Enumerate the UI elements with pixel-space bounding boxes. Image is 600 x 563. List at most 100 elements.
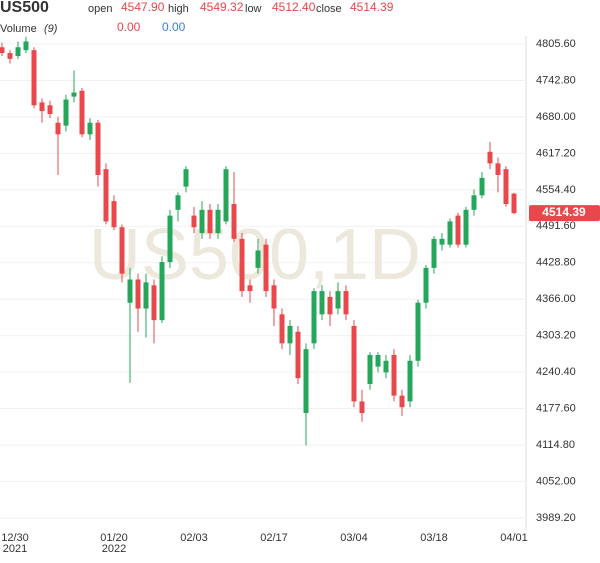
y-tick-label: 4303.20 <box>536 330 576 342</box>
y-tick-label: 4177.60 <box>536 403 576 415</box>
price-tag-label: 4514.39 <box>542 205 586 219</box>
x-tick-year: 2022 <box>102 543 126 555</box>
y-tick-label: 4428.80 <box>536 257 576 269</box>
candle-body <box>295 331 301 379</box>
candle-body <box>487 151 493 164</box>
candle-body <box>175 195 181 210</box>
candle-body <box>359 401 365 414</box>
x-tick-label: 12/30 <box>1 532 29 544</box>
y-tick-label: 4554.40 <box>536 184 576 196</box>
x-tick-label: 01/20 <box>100 532 128 544</box>
candle-body <box>367 354 373 384</box>
candle-body <box>87 122 93 135</box>
x-tick-label: 02/17 <box>260 532 288 544</box>
candle-body <box>479 177 485 196</box>
candle-body <box>199 209 205 234</box>
open-label: open <box>88 3 112 15</box>
candle-body <box>23 41 29 51</box>
x-tick-label: 04/01 <box>500 532 528 544</box>
price-tag <box>529 205 600 222</box>
watermark: US500,1D <box>89 215 421 295</box>
candle-body <box>223 169 229 222</box>
candle-body <box>231 204 237 239</box>
candle-body <box>143 282 149 309</box>
candle-body <box>159 262 165 321</box>
candle-body <box>135 279 141 309</box>
candle-body <box>239 238 245 292</box>
candle-body <box>463 209 469 245</box>
candle-body <box>351 325 357 402</box>
candle-body <box>167 215 173 263</box>
candle-body <box>255 250 261 268</box>
candle-body <box>31 50 37 106</box>
candle-body <box>207 209 213 234</box>
y-tick-label: 3989.20 <box>536 512 576 524</box>
candle-body <box>383 360 389 373</box>
candle-body <box>319 291 325 315</box>
candle-body <box>0 47 5 54</box>
candle-body <box>407 360 413 402</box>
candle-body <box>7 53 13 59</box>
y-tick-label: 4742.80 <box>536 74 576 86</box>
low-label: low <box>245 3 262 15</box>
volume-label: Volume <box>0 23 37 35</box>
volume-period: (9) <box>44 23 58 35</box>
low-value: 4512.40 <box>272 0 316 14</box>
candle-body <box>39 102 45 112</box>
candle-body <box>303 349 309 414</box>
candle-body <box>279 314 285 344</box>
volume-value: 0.00 <box>162 20 186 34</box>
x-tick-label: 03/04 <box>340 532 368 544</box>
candle-body <box>439 238 445 245</box>
x-tick-year: 2021 <box>3 543 27 555</box>
y-tick-label: 4052.00 <box>536 475 576 487</box>
candle-body <box>311 291 317 344</box>
close-value: 4514.39 <box>350 0 394 14</box>
y-tick-label: 4680.00 <box>536 111 576 123</box>
candle-body <box>215 209 221 234</box>
candle-body <box>447 221 453 245</box>
y-tick-label: 4805.60 <box>536 38 576 50</box>
candle-body <box>191 215 197 228</box>
candle-body <box>47 105 53 115</box>
open-value: 4547.90 <box>121 0 165 14</box>
candle-body <box>399 395 405 408</box>
candle-body <box>511 193 517 214</box>
candle-body <box>415 302 421 361</box>
high-label: high <box>168 3 189 15</box>
candle-body <box>79 90 85 135</box>
candle-body <box>287 325 293 344</box>
candle-body <box>431 238 437 268</box>
candle-body <box>71 92 77 97</box>
symbol: US500 <box>0 0 49 16</box>
candle-body <box>111 201 117 228</box>
candle-body <box>119 227 125 274</box>
close-label: close <box>316 3 342 15</box>
candle-body <box>95 122 101 175</box>
candle-body <box>343 291 349 315</box>
candle-body <box>471 195 477 210</box>
y-tick-label: 4240.40 <box>536 366 576 378</box>
candle-body <box>423 267 429 303</box>
candle-body <box>247 285 253 292</box>
candle-body <box>103 169 109 222</box>
y-tick-label: 4491.60 <box>536 220 576 232</box>
candle-body <box>327 296 333 315</box>
candle-body <box>335 291 341 309</box>
candle-body <box>15 47 21 56</box>
x-tick-label: 02/03 <box>180 532 208 544</box>
high-value: 4549.32 <box>200 0 244 14</box>
x-tick-label: 03/18 <box>420 532 448 544</box>
volume-value: 0.00 <box>117 20 141 34</box>
candle-body <box>375 354 381 367</box>
candle-body <box>503 169 509 205</box>
candle-body <box>391 354 397 396</box>
candle-body <box>63 99 69 126</box>
y-tick-label: 4617.20 <box>536 147 576 159</box>
candle-body <box>263 244 269 292</box>
candle-body <box>127 279 133 303</box>
candle-body <box>271 285 277 309</box>
y-tick-label: 4366.00 <box>536 293 576 305</box>
candle-body <box>455 215 461 245</box>
